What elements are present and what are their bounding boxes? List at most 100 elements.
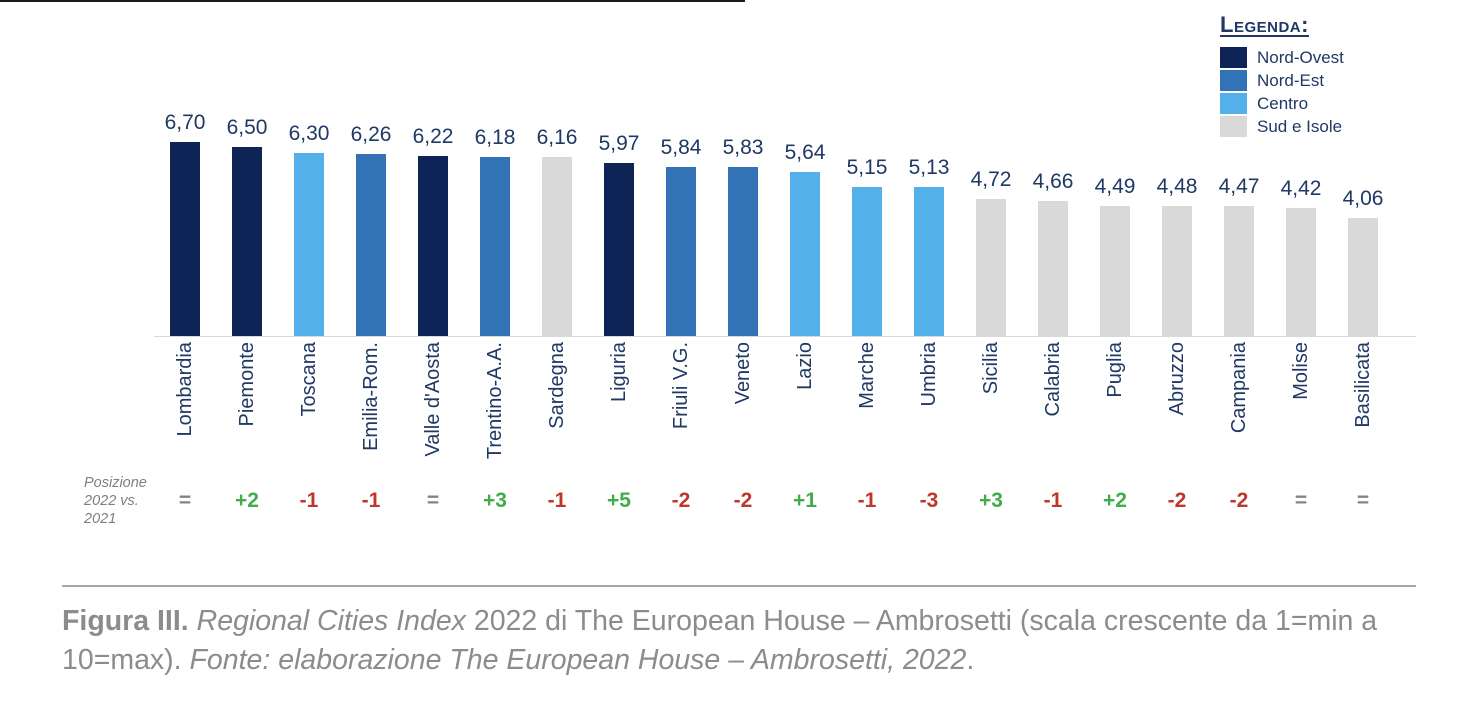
bar xyxy=(542,157,572,336)
bar xyxy=(852,187,882,336)
position-change-value: = xyxy=(178,489,192,512)
bar-value-label: 6,22 xyxy=(412,125,454,148)
x-axis-label-cell: Sardegna xyxy=(526,342,588,480)
x-axis-label-cell: Trentino-A.A. xyxy=(464,342,526,480)
legend-item-nord-est: Nord-Est xyxy=(1220,70,1460,91)
position-change-value: -2 xyxy=(1229,489,1249,512)
bar xyxy=(356,154,386,336)
bar-column: 6,18 xyxy=(464,126,526,336)
x-axis-label: Calabria xyxy=(1041,342,1064,417)
x-axis-label-cell: Basilicata xyxy=(1332,342,1394,480)
x-axis-label-cell: Puglia xyxy=(1084,342,1146,480)
x-axis-label-cell: Marche xyxy=(836,342,898,480)
x-axis-label: Campania xyxy=(1227,342,1250,434)
legend: Legenda: Nord-Ovest Nord-Est Centro Sud … xyxy=(1220,12,1460,139)
bar-value-label: 4,42 xyxy=(1280,177,1322,200)
position-row-label-line: Posizione xyxy=(84,475,147,491)
position-change-value: +1 xyxy=(793,489,817,512)
bar xyxy=(294,153,324,336)
legend-item-sud-e-isole: Sud e Isole xyxy=(1220,116,1460,137)
bar-value-label: 6,30 xyxy=(288,122,330,145)
x-axis-labels: Lombardia Piemonte Toscana Emilia-Rom. Valle… xyxy=(154,342,1394,480)
bar-column: 6,70 xyxy=(154,111,216,336)
position-change-value: -3 xyxy=(919,489,939,512)
caption-period: . xyxy=(966,644,975,676)
legend-label: Nord-Est xyxy=(1257,70,1325,90)
position-row-label-line: 2021 xyxy=(84,511,117,527)
position-change-value: = xyxy=(1356,489,1370,512)
x-axis-label-cell: Veneto xyxy=(712,342,774,480)
position-change-value: +3 xyxy=(483,489,507,512)
bar xyxy=(1100,206,1130,336)
bar-column: 4,06 xyxy=(1332,187,1394,336)
x-axis-label-cell: Sicilia xyxy=(960,342,1022,480)
bar-value-label: 4,06 xyxy=(1342,187,1384,210)
bar xyxy=(480,157,510,336)
x-axis-label: Friuli V.G. xyxy=(669,342,692,430)
bar-column: 4,47 xyxy=(1208,175,1270,336)
x-axis-label-cell: Emilia-Rom. xyxy=(340,342,402,480)
bar-column: 5,15 xyxy=(836,156,898,336)
legend-label: Sud e Isole xyxy=(1257,116,1343,136)
bar-column: 4,72 xyxy=(960,168,1022,336)
position-change-value: +2 xyxy=(1103,489,1127,512)
bar xyxy=(232,147,262,336)
legend-label: Centro xyxy=(1257,93,1309,113)
bar xyxy=(418,156,448,336)
caption-index-name: Regional Cities Index xyxy=(196,605,466,637)
bar xyxy=(170,142,200,336)
position-row-label-line: 2022 vs. xyxy=(84,493,139,509)
x-axis-label: Piemonte xyxy=(235,342,258,427)
position-change-value: -1 xyxy=(547,489,567,512)
legend-swatch-nord-ovest xyxy=(1220,47,1247,68)
bar-value-label: 4,72 xyxy=(970,168,1012,191)
position-change-value: -1 xyxy=(361,489,381,512)
caption-source: Fonte: elaborazione The European House –… xyxy=(189,644,967,676)
x-axis-label: Emilia-Rom. xyxy=(359,342,382,451)
bar-value-label: 5,13 xyxy=(908,156,950,179)
bar-value-label: 6,50 xyxy=(226,116,268,139)
x-axis-label-cell: Friuli V.G. xyxy=(650,342,712,480)
x-axis-label: Puglia xyxy=(1103,342,1126,398)
x-axis-label: Lazio xyxy=(793,342,816,390)
position-row-label: Posizione 2022 vs. 2021 xyxy=(84,474,147,528)
bar xyxy=(1224,206,1254,336)
bar-value-label: 4,49 xyxy=(1094,175,1136,198)
bar xyxy=(1348,218,1378,336)
bar-value-label: 5,83 xyxy=(722,136,764,159)
x-axis-label-cell: Valle d'Aosta xyxy=(402,342,464,480)
position-change-value: -1 xyxy=(857,489,877,512)
bar xyxy=(1162,206,1192,336)
x-axis-label-cell: Liguria xyxy=(588,342,650,480)
position-change-value: -2 xyxy=(671,489,691,512)
bar-value-label: 6,16 xyxy=(536,126,578,149)
bar xyxy=(666,167,696,336)
bar-value-label: 4,66 xyxy=(1032,170,1074,193)
position-change-value: = xyxy=(426,489,440,512)
bar-column: 4,66 xyxy=(1022,170,1084,336)
x-axis-label-cell: Lombardia xyxy=(154,342,216,480)
bar xyxy=(976,199,1006,336)
legend-swatch-sud-e-isole xyxy=(1220,116,1247,137)
legend-item-centro: Centro xyxy=(1220,93,1460,114)
position-change-value: -1 xyxy=(1043,489,1063,512)
bar-column: 6,30 xyxy=(278,122,340,336)
bar-column: 5,64 xyxy=(774,141,836,336)
bar-column: 4,48 xyxy=(1146,175,1208,336)
bar xyxy=(914,187,944,336)
bar-value-label: 5,97 xyxy=(598,132,640,155)
x-axis-label: Basilicata xyxy=(1351,342,1374,428)
legend-label: Nord-Ovest xyxy=(1257,47,1344,67)
bar-value-label: 5,15 xyxy=(846,156,888,179)
legend-swatch-nord-est xyxy=(1220,70,1247,91)
x-axis-label-cell: Molise xyxy=(1270,342,1332,480)
bar-column: 6,16 xyxy=(526,126,588,336)
bar-column: 5,83 xyxy=(712,136,774,336)
x-axis-label: Veneto xyxy=(731,342,754,405)
bar-column: 5,97 xyxy=(588,132,650,336)
legend-item-nord-ovest: Nord-Ovest xyxy=(1220,47,1460,68)
legend-swatch-centro xyxy=(1220,93,1247,114)
x-axis-line xyxy=(154,336,1416,337)
figure-caption: Figura III. Regional Cities Index 2022 d… xyxy=(62,602,1434,680)
x-axis-label-cell: Abruzzo xyxy=(1146,342,1208,480)
